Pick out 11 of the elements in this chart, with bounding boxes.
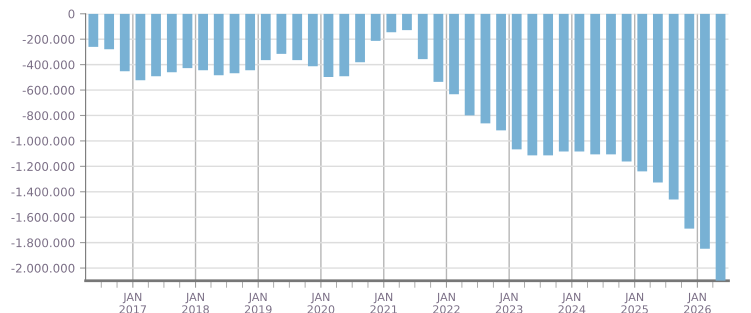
y-tick-label: -800.000 (22, 111, 74, 120)
y-tick-label: -1.600.000 (11, 212, 74, 222)
y-tick-label: -1.800.000 (11, 238, 74, 248)
y-tick-label: -400.000 (22, 60, 74, 70)
y-tick-label: -600.000 (22, 86, 74, 95)
y-tick-label: 0 (68, 9, 74, 18)
y-tick-label: -1.400.000 (11, 187, 74, 196)
y-tick-label: -1.000.000 (11, 136, 74, 146)
y-tick-label: -2.000.000 (11, 264, 74, 273)
y-tick-label: -200.000 (22, 34, 74, 44)
y-tick-label: -1.200.000 (11, 162, 74, 171)
